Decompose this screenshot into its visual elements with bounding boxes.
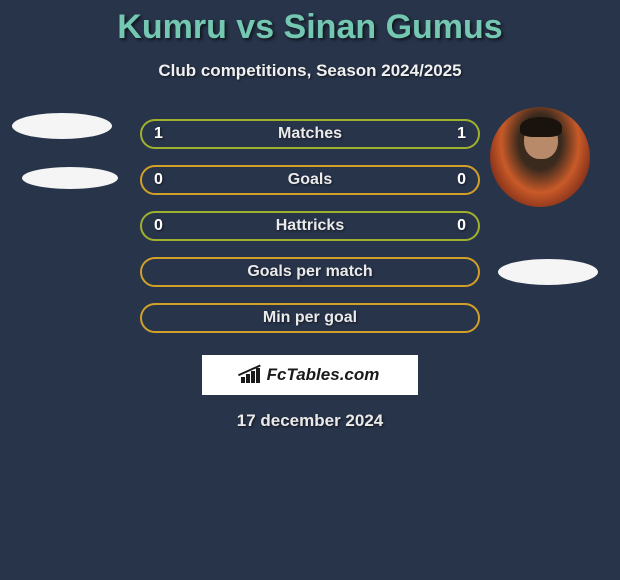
stat-row-gpm: Goals per match [0, 257, 620, 287]
stat-label: Matches [174, 125, 446, 143]
stat-row-matches: 1 Matches 1 [0, 119, 620, 149]
stat-pill: 0 Goals 0 [140, 165, 480, 195]
stat-label: Hattricks [174, 217, 446, 235]
stat-row-mpg: Min per goal [0, 303, 620, 333]
player-right-blob [498, 259, 598, 285]
stat-right-value: 0 [446, 171, 466, 189]
stat-label: Goals [174, 171, 446, 189]
stat-label: Min per goal [174, 309, 446, 327]
page-title: Kumru vs Sinan Gumus [0, 8, 620, 47]
stat-row-goals: 0 Goals 0 [0, 165, 620, 195]
comparison-card: Kumru vs Sinan Gumus Club competitions, … [0, 0, 620, 431]
stat-right-value: 1 [446, 125, 466, 143]
stat-left-value: 0 [154, 217, 174, 235]
stat-left-value: 0 [154, 171, 174, 189]
player-left-blob [22, 167, 118, 189]
date-label: 17 december 2024 [0, 411, 620, 431]
player-left-blob [12, 113, 112, 139]
brand-link[interactable]: FcTables.com [202, 355, 418, 395]
bar-chart-icon [241, 367, 261, 383]
brand-text: FcTables.com [267, 365, 380, 385]
stat-label: Goals per match [174, 263, 446, 281]
stat-left-value: 1 [154, 125, 174, 143]
stat-pill: Min per goal [140, 303, 480, 333]
stat-row-hattricks: 0 Hattricks 0 [0, 211, 620, 241]
stat-pill: 0 Hattricks 0 [140, 211, 480, 241]
stat-right-value: 0 [446, 217, 466, 235]
subtitle: Club competitions, Season 2024/2025 [0, 61, 620, 81]
stat-pill: Goals per match [140, 257, 480, 287]
stat-pill: 1 Matches 1 [140, 119, 480, 149]
